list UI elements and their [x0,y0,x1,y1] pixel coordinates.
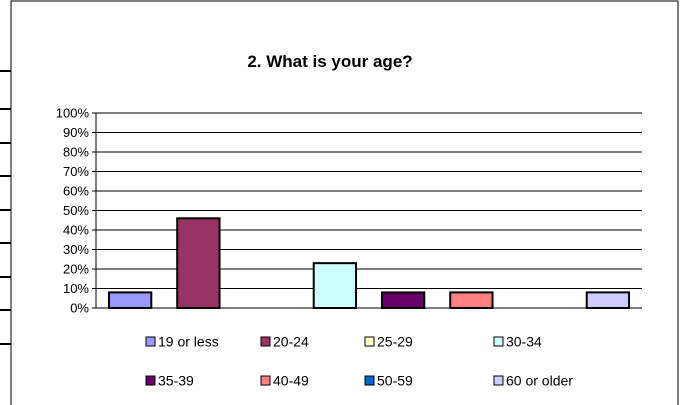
legend-item: 50-59 [364,373,413,389]
bar [312,262,358,309]
legend-swatch [260,375,271,386]
legend-swatch [145,375,156,386]
y-tick-label: 60% [63,184,89,199]
legend-swatch [493,375,504,386]
legend-label: 60 or older [506,373,573,389]
legend-item: 35-39 [145,373,194,389]
legend-item: 25-29 [364,334,413,350]
worksheet-edge [0,70,11,345]
legend-swatch [493,336,504,347]
y-axis-tick-labels: 0% 10% 20% 30% 40% 50% 60% 70% 80% 90% 100% [56,106,90,316]
legend-label: 25-29 [377,334,413,350]
chart-title: 2. What is your age? [247,52,412,71]
legend-label: 40-49 [273,373,309,389]
y-tick-label: 30% [63,242,89,257]
legend-label: 35-39 [158,373,194,389]
y-tick-label: 10% [63,281,89,296]
legend-swatch [364,336,375,347]
bars [107,217,631,309]
y-tick-label: 20% [63,262,89,277]
y-tick-label: 90% [63,125,89,140]
legend-label: 50-59 [377,373,413,389]
legend-swatch [145,336,156,347]
y-tick-label: 80% [63,145,89,160]
bar [107,291,153,309]
legend-swatch [260,336,271,347]
legend-item: 60 or older [493,373,573,389]
legend-item: 40-49 [260,373,309,389]
y-tick-label: 0% [70,301,89,316]
y-tick-label: 70% [63,164,89,179]
y-tick-label: 50% [63,203,89,218]
y-tick-label: 40% [63,223,89,238]
bar [449,291,494,309]
chart-area-border [10,0,679,405]
bar [176,217,221,309]
bar [380,291,426,309]
legend-item: 30-34 [493,334,542,350]
legend: 19 or less 20-24 25-29 30-34 35-39 40-49 50-59… [145,334,573,389]
legend-item: 19 or less [145,334,219,350]
legend-label: 20-24 [273,334,309,350]
y-tick-label: 100% [56,106,90,121]
bar [585,291,631,309]
legend-label: 30-34 [506,334,542,350]
legend-swatch [364,375,375,386]
legend-label: 19 or less [158,334,219,350]
legend-item: 20-24 [260,334,309,350]
